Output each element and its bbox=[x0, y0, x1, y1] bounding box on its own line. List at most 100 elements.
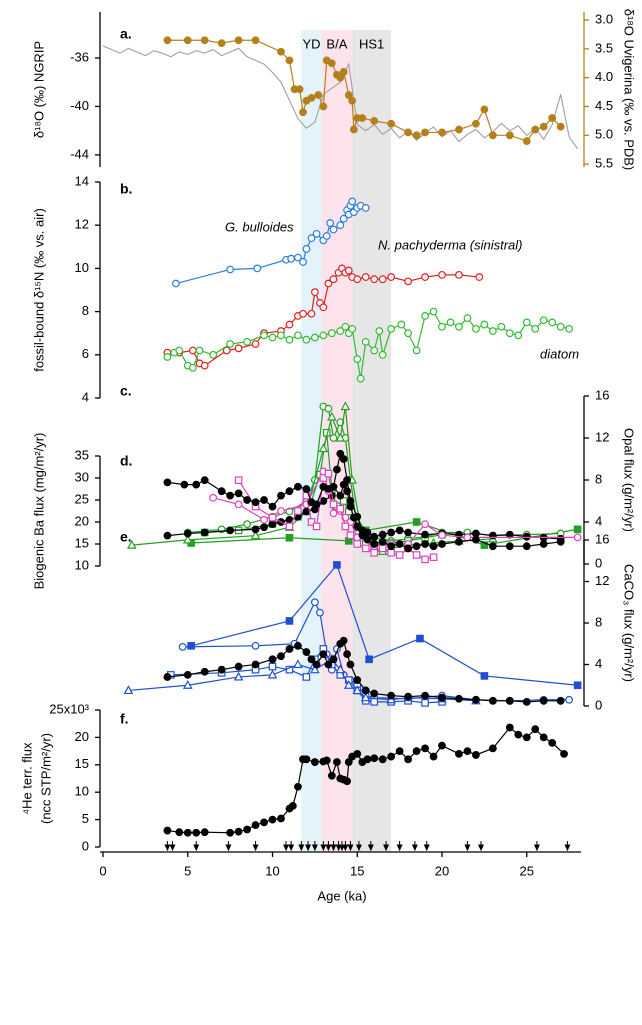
data-point bbox=[349, 125, 358, 134]
data-point bbox=[163, 36, 172, 45]
data-point bbox=[336, 418, 345, 427]
data-point bbox=[277, 814, 285, 823]
data-point bbox=[344, 266, 353, 275]
x-tick-label: 0 bbox=[99, 863, 106, 878]
data-point bbox=[312, 229, 321, 238]
data-point bbox=[480, 672, 489, 680]
data-point bbox=[327, 59, 336, 68]
y-tick-label: 35 bbox=[75, 447, 89, 462]
data-point bbox=[233, 671, 244, 681]
data-point bbox=[341, 522, 350, 531]
data-point bbox=[360, 692, 371, 702]
data-point bbox=[209, 350, 218, 359]
data-point bbox=[329, 434, 338, 442]
data-point bbox=[226, 526, 235, 535]
data-point bbox=[226, 265, 235, 274]
data-point bbox=[302, 485, 311, 493]
data-point bbox=[556, 537, 565, 546]
data-point bbox=[353, 540, 362, 548]
data-point bbox=[319, 303, 328, 312]
y-axis-title: CaCO₃ flux (g/m²/yr) bbox=[622, 564, 637, 682]
data-point bbox=[475, 273, 484, 281]
data-point bbox=[514, 730, 523, 739]
data-point bbox=[421, 530, 429, 539]
data-point bbox=[195, 346, 204, 355]
x-tick-label: 10 bbox=[265, 863, 279, 878]
data-point bbox=[327, 771, 336, 780]
data-point bbox=[480, 541, 489, 549]
data-point bbox=[488, 696, 497, 705]
data-point bbox=[346, 502, 355, 511]
data-point bbox=[429, 307, 438, 316]
data-point bbox=[302, 755, 311, 764]
age-control-arrow bbox=[564, 841, 571, 852]
data-point bbox=[243, 337, 251, 346]
data-point bbox=[370, 548, 379, 557]
data-point bbox=[182, 534, 193, 544]
data-point bbox=[310, 598, 319, 607]
data-point bbox=[356, 374, 365, 383]
data-point bbox=[277, 47, 285, 56]
data-point bbox=[522, 542, 531, 551]
data-point bbox=[294, 482, 302, 491]
age-control-arrow bbox=[320, 841, 327, 852]
age-control-arrow bbox=[325, 841, 332, 852]
data-point bbox=[488, 542, 497, 551]
data-point bbox=[336, 73, 345, 82]
data-point bbox=[243, 825, 251, 834]
data-point bbox=[446, 318, 455, 327]
data-point bbox=[285, 522, 294, 531]
data-point bbox=[234, 662, 243, 671]
data-point bbox=[226, 340, 235, 348]
data-point bbox=[353, 749, 362, 758]
data-point bbox=[267, 669, 278, 679]
data-point bbox=[404, 528, 413, 537]
data-point bbox=[285, 617, 294, 625]
data-point bbox=[294, 782, 302, 791]
data-point bbox=[268, 513, 277, 522]
x-axis-title: Age (ka) bbox=[317, 888, 366, 903]
data-point bbox=[395, 747, 404, 755]
data-point bbox=[421, 273, 429, 281]
data-point bbox=[268, 333, 277, 342]
data-point bbox=[329, 275, 338, 284]
data-point bbox=[438, 322, 446, 331]
data-point bbox=[336, 327, 345, 335]
data-point bbox=[200, 476, 209, 485]
data-point bbox=[387, 273, 396, 281]
data-point bbox=[285, 645, 294, 653]
data-point bbox=[285, 487, 294, 496]
data-point bbox=[307, 309, 316, 318]
data-point bbox=[348, 197, 357, 206]
data-point bbox=[333, 561, 341, 569]
data-point bbox=[163, 353, 172, 361]
y-tick-label: 16 bbox=[595, 531, 609, 546]
data-point bbox=[378, 530, 387, 539]
data-point bbox=[438, 741, 446, 750]
data-point bbox=[505, 542, 514, 551]
data-point bbox=[539, 733, 548, 742]
data-point bbox=[363, 755, 372, 764]
data-point bbox=[365, 655, 373, 664]
data-point bbox=[514, 331, 523, 340]
data-point bbox=[175, 346, 184, 355]
age-control-arrow bbox=[367, 841, 374, 852]
data-point bbox=[472, 324, 480, 333]
data-point bbox=[463, 314, 472, 322]
y-tick-label: 4 bbox=[595, 513, 602, 528]
y-tick-label: 25x10³ bbox=[49, 701, 89, 716]
data-point bbox=[548, 114, 557, 122]
data-point bbox=[438, 270, 446, 279]
data-point bbox=[539, 122, 548, 131]
data-point bbox=[395, 551, 404, 559]
data-point bbox=[565, 324, 574, 333]
data-point bbox=[302, 245, 311, 253]
data-point bbox=[387, 542, 396, 551]
data-point bbox=[421, 520, 429, 529]
data-point bbox=[361, 204, 370, 212]
y-tick-label: 20 bbox=[75, 513, 89, 528]
data-point bbox=[455, 125, 463, 134]
data-point bbox=[335, 664, 346, 674]
period-label: HS1 bbox=[359, 36, 384, 51]
y-tick-label: 12 bbox=[75, 217, 89, 232]
